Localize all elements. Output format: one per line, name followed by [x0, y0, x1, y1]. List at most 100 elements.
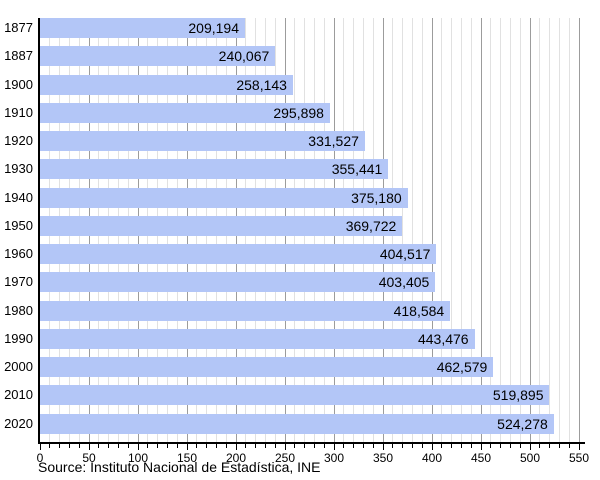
x-axis-tick [451, 444, 453, 448]
x-axis-tick [284, 444, 286, 450]
x-axis-tick-label: 500 [519, 451, 541, 465]
x-axis-tick [402, 444, 404, 448]
gridline [549, 18, 551, 442]
gridline [529, 18, 531, 442]
gridline [431, 18, 433, 442]
gridline [402, 18, 404, 442]
x-axis-tick [39, 444, 41, 450]
x-axis-tick [108, 444, 110, 448]
bar-value-label: 240,067 [218, 48, 270, 64]
gridline [490, 18, 492, 442]
bar: 331,527 [40, 131, 365, 151]
x-axis-tick [519, 444, 521, 448]
bar-value-label: 404,517 [379, 246, 431, 262]
x-axis-tick [166, 444, 168, 448]
x-axis-tick [372, 444, 374, 448]
plot-area: 209,194 240,067 258,143 295,898 331,527 355,4… [38, 18, 585, 444]
x-axis-tick-label: 250 [274, 451, 296, 465]
bar-value-label: 519,895 [492, 387, 544, 403]
x-axis-tick [98, 444, 100, 448]
bar-value-label: 462,579 [436, 359, 488, 375]
year-label: 1970 [4, 274, 33, 289]
x-axis-tick [313, 444, 315, 448]
source-note: Source: Instituto Nacional de Estadístic… [38, 459, 321, 475]
x-axis-tick [88, 444, 90, 450]
x-axis-tick [333, 444, 335, 450]
gridline [558, 18, 560, 442]
x-axis-tick [549, 444, 551, 448]
gridline [441, 18, 443, 442]
x-axis-tick-label: 150 [176, 451, 198, 465]
year-label: 1920 [4, 133, 33, 148]
x-axis-tick [362, 444, 364, 448]
x-axis-tick [421, 444, 423, 448]
x-axis-tick [127, 444, 129, 448]
gridline [421, 18, 423, 442]
year-label: 1887 [4, 48, 33, 63]
x-axis-tick [78, 444, 80, 448]
x-axis-tick-label: 50 [82, 451, 96, 465]
x-axis-tick [578, 444, 580, 450]
x-axis-tick-label: 450 [470, 451, 492, 465]
x-axis-tick [382, 444, 384, 450]
x-axis-tick [294, 444, 296, 448]
x-axis-tick [147, 444, 149, 448]
gridline [500, 18, 502, 442]
bar-value-label: 524,278 [497, 416, 548, 432]
x-axis-tick [137, 444, 139, 450]
x-axis-tick [460, 444, 462, 448]
x-axis-tick [49, 444, 51, 448]
x-axis-tick [470, 444, 472, 448]
x-axis-tick [215, 444, 217, 448]
bar-value-label: 209,194 [188, 20, 239, 36]
bar: 375,180 [40, 188, 408, 208]
x-axis-tick [558, 444, 560, 448]
x-axis-tick [411, 444, 413, 448]
gridline [460, 18, 462, 442]
bar: 295,898 [40, 103, 330, 123]
year-label: 1940 [4, 190, 33, 205]
x-axis-tick [235, 444, 237, 450]
gridline [539, 18, 541, 442]
year-label: 2020 [4, 416, 33, 431]
x-axis-tick [255, 444, 257, 448]
year-label: 1980 [4, 303, 33, 318]
bar: 443,476 [40, 329, 475, 349]
bar-value-label: 369,722 [345, 218, 397, 234]
y-axis-labels: 1877 1887 1900 1910 1920 1930 1940 1950 1960 1970… [0, 18, 33, 442]
year-label: 1900 [4, 77, 33, 92]
bar: 369,722 [40, 216, 403, 236]
bar: 209,194 [40, 18, 245, 38]
x-axis-tick [157, 444, 159, 448]
year-label: 1950 [4, 218, 33, 233]
x-axis-tick [225, 444, 227, 448]
x-axis-tick [480, 444, 482, 450]
gridline [578, 18, 580, 442]
year-label: 1930 [4, 161, 33, 176]
x-axis-tick [323, 444, 325, 448]
bar: 462,579 [40, 357, 494, 377]
x-axis-tick [68, 444, 70, 448]
bar-value-label: 258,143 [236, 77, 287, 93]
x-axis: 0 50 100 150 200 250 300 350 400 450 500 550 [37, 444, 589, 474]
bar-value-label: 295,898 [273, 105, 324, 121]
bar: 404,517 [40, 244, 437, 264]
x-axis-tick-label: 350 [372, 451, 394, 465]
x-axis-tick [568, 444, 570, 448]
x-axis-tick [392, 444, 394, 448]
year-label: 1877 [4, 20, 33, 35]
x-axis-tick [176, 444, 178, 448]
bar: 258,143 [40, 75, 293, 95]
bar-value-label: 375,180 [351, 190, 402, 206]
year-label: 1960 [4, 246, 33, 261]
x-axis-tick [304, 444, 306, 448]
gridline [451, 18, 453, 442]
x-axis-tick [264, 444, 266, 448]
x-axis-tick [245, 444, 247, 448]
year-label: 1990 [4, 331, 33, 346]
gridline [519, 18, 521, 442]
gridline [470, 18, 472, 442]
x-axis-tick [274, 444, 276, 448]
bar-value-label: 331,527 [308, 133, 359, 149]
